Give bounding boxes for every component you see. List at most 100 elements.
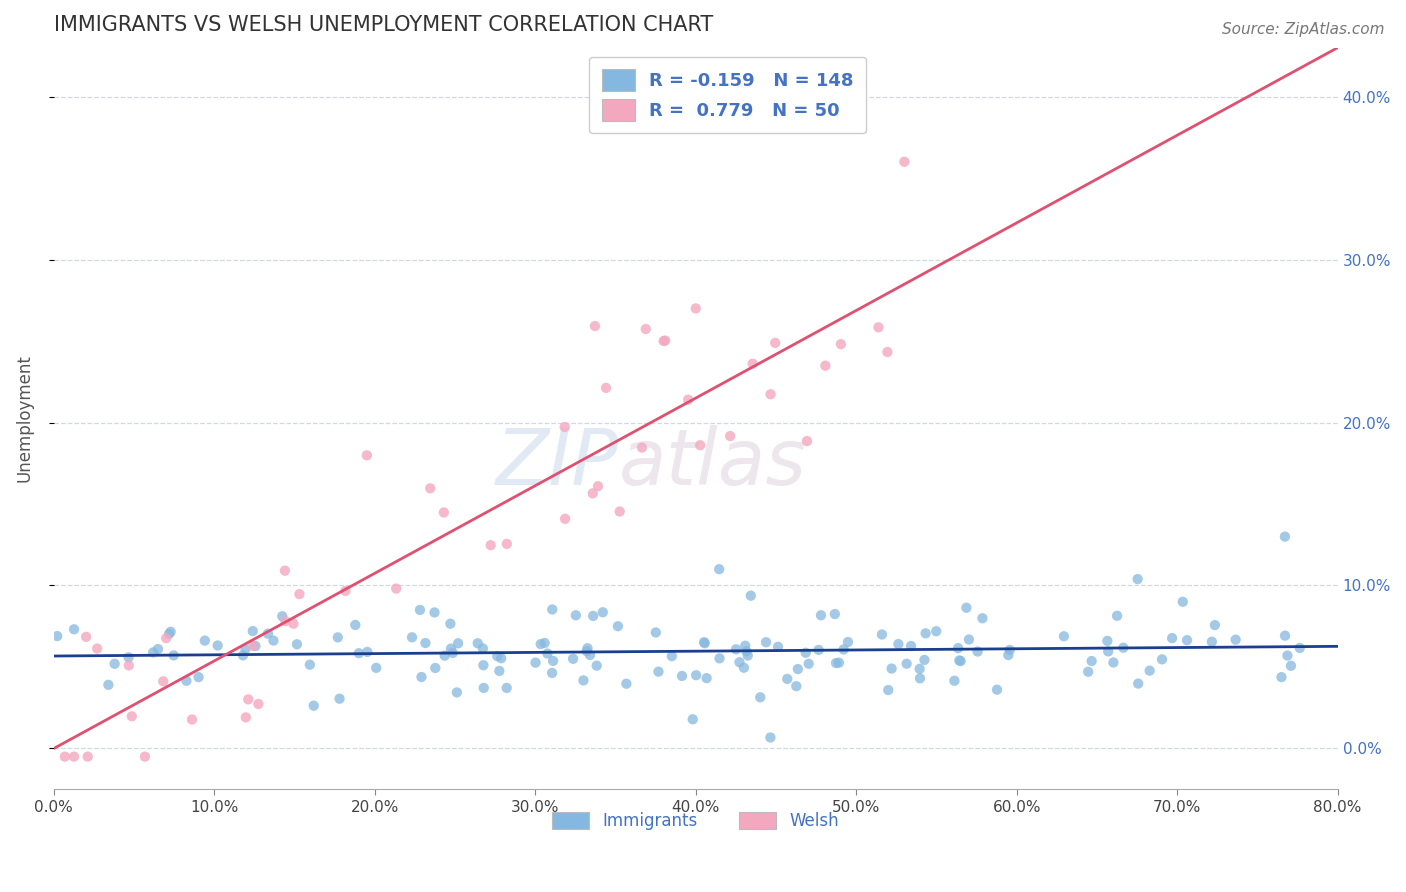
Point — [689, 438, 711, 452]
Point — [433, 506, 456, 520]
Point — [117, 650, 139, 665]
Point — [631, 441, 654, 455]
Point — [908, 662, 931, 676]
Point — [257, 626, 280, 640]
Point — [1097, 644, 1119, 658]
Point — [235, 710, 257, 724]
Point — [1204, 618, 1226, 632]
Point — [914, 626, 936, 640]
Point — [634, 322, 657, 336]
Point — [242, 624, 264, 639]
Point — [187, 670, 209, 684]
Point — [876, 345, 898, 359]
Point — [676, 392, 699, 407]
Point — [86, 641, 108, 656]
Point — [419, 481, 441, 495]
Point — [472, 658, 495, 673]
Point — [749, 690, 772, 705]
Point — [274, 614, 297, 628]
Point — [682, 712, 704, 726]
Point — [868, 320, 890, 334]
Point — [329, 691, 352, 706]
Point — [285, 637, 308, 651]
Point — [830, 337, 852, 351]
Point — [998, 643, 1021, 657]
Point — [411, 670, 433, 684]
Point — [298, 657, 321, 672]
Point — [733, 661, 755, 675]
Point — [824, 607, 846, 621]
Point — [75, 630, 97, 644]
Point — [1080, 654, 1102, 668]
Point — [425, 661, 447, 675]
Point — [53, 749, 76, 764]
Point — [696, 671, 718, 685]
Point — [207, 639, 229, 653]
Point — [709, 651, 731, 665]
Point — [541, 654, 564, 668]
Point — [606, 619, 628, 633]
Point — [97, 678, 120, 692]
Point — [877, 683, 900, 698]
Point — [1171, 595, 1194, 609]
Point — [949, 654, 972, 668]
Point — [1225, 632, 1247, 647]
Point — [439, 616, 461, 631]
Point — [644, 625, 666, 640]
Point — [685, 301, 707, 316]
Point — [671, 669, 693, 683]
Point — [335, 583, 357, 598]
Point — [576, 641, 599, 656]
Point — [718, 429, 741, 443]
Point — [366, 661, 388, 675]
Point — [489, 651, 512, 665]
Point — [1097, 633, 1119, 648]
Point — [810, 608, 832, 623]
Point — [609, 504, 631, 518]
Point — [488, 664, 510, 678]
Point — [652, 334, 675, 348]
Point — [709, 562, 731, 576]
Point — [728, 655, 751, 669]
Point — [586, 479, 609, 493]
Point — [1201, 634, 1223, 648]
Point — [1279, 658, 1302, 673]
Point — [471, 641, 494, 656]
Point — [870, 627, 893, 641]
Point — [486, 649, 509, 664]
Text: atlas: atlas — [619, 425, 807, 501]
Point — [797, 657, 820, 671]
Point — [472, 681, 495, 695]
Point — [409, 603, 432, 617]
Point — [807, 643, 830, 657]
Point — [447, 636, 470, 650]
Point — [385, 582, 408, 596]
Point — [495, 681, 517, 695]
Point — [592, 605, 614, 619]
Point — [946, 641, 969, 656]
Point — [737, 648, 759, 663]
Point — [238, 692, 260, 706]
Point — [912, 653, 935, 667]
Point — [585, 658, 607, 673]
Point — [152, 674, 174, 689]
Point — [1150, 652, 1173, 666]
Point — [524, 656, 547, 670]
Point — [181, 713, 204, 727]
Point — [966, 644, 988, 658]
Legend: Immigrants, Welsh: Immigrants, Welsh — [546, 805, 845, 837]
Point — [908, 671, 931, 685]
Point — [796, 434, 818, 448]
Point — [986, 682, 1008, 697]
Point — [554, 512, 576, 526]
Point — [776, 672, 799, 686]
Point — [685, 668, 707, 682]
Point — [900, 639, 922, 653]
Point — [943, 673, 966, 688]
Point — [283, 616, 305, 631]
Point — [725, 642, 748, 657]
Point — [554, 420, 576, 434]
Point — [176, 673, 198, 688]
Point — [242, 639, 264, 653]
Point — [647, 665, 669, 679]
